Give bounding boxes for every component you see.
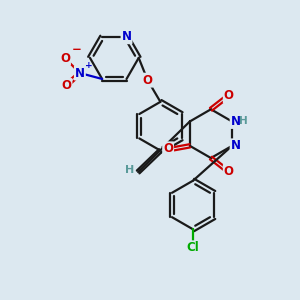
Text: O: O [60, 52, 70, 65]
Text: +: + [85, 61, 93, 70]
Text: O: O [163, 142, 173, 155]
Text: O: O [61, 79, 71, 92]
Text: O: O [224, 89, 234, 102]
Text: H: H [239, 116, 248, 126]
Text: N: N [231, 115, 241, 128]
Text: N: N [231, 139, 241, 152]
Text: N: N [75, 67, 85, 80]
Text: −: − [71, 43, 81, 56]
Text: O: O [142, 74, 153, 87]
Text: N: N [122, 30, 131, 43]
Text: O: O [224, 165, 234, 178]
Text: Cl: Cl [187, 241, 200, 254]
Text: H: H [125, 165, 134, 175]
